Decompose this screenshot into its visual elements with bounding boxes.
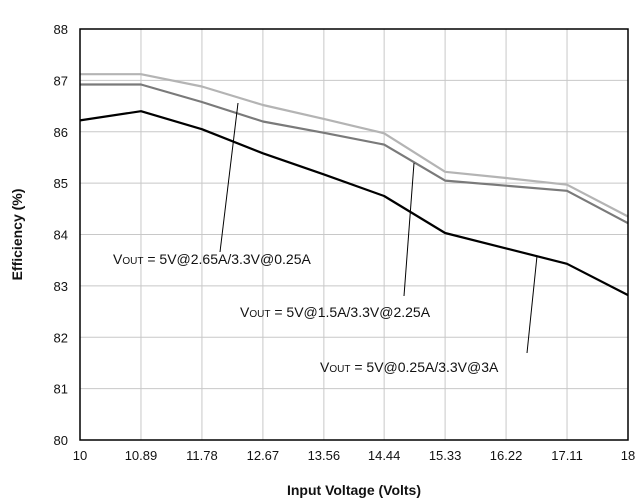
annotation-leaders: [219, 102, 538, 354]
y-tick-label: 82: [54, 330, 68, 345]
annotation-leader-3: [526, 255, 538, 354]
grid: [80, 29, 628, 440]
x-tick-label: 10: [73, 448, 87, 463]
y-tick-label: 81: [54, 382, 68, 397]
series-label-1: VOUT = 5V@2.65A/3.3V@0.25A: [113, 251, 311, 267]
x-tick-label: 10.89: [125, 448, 158, 463]
y-tick-label: 87: [54, 73, 68, 88]
x-tick-label: 13.56: [308, 448, 341, 463]
x-tick-label: 18: [621, 448, 635, 463]
series-line-1: [80, 73, 629, 218]
y-tick-label: 80: [54, 433, 68, 448]
annotation-leader-2: [403, 162, 415, 297]
tick-labels: 10 10.89 11.78 12.67 13.56 14.44 15.33 16.22 17.…: [54, 22, 636, 463]
series-label-2: VOUT = 5V@1.5A/3.3V@2.25A: [240, 304, 431, 320]
y-tick-label: 88: [54, 22, 68, 37]
x-axis-title: Input Voltage (Volts): [287, 482, 421, 498]
x-tick-label: 11.78: [186, 448, 218, 463]
x-tick-label: 14.44: [368, 448, 401, 463]
y-axis-title: Efficiency (%): [9, 189, 25, 281]
y-tick-label: 85: [54, 176, 68, 191]
series-line-2: [80, 83, 629, 225]
x-tick-label: 16.22: [490, 448, 523, 463]
x-tick-label: 17.11: [551, 448, 583, 463]
series-label-3: VOUT = 5V@0.25A/3.3V@3A: [320, 359, 499, 375]
y-tick-label: 84: [54, 228, 68, 243]
annotation-leader-1: [219, 102, 239, 253]
y-tick-label: 83: [54, 279, 68, 294]
x-tick-label: 15.33: [429, 448, 462, 463]
y-tick-label: 86: [54, 125, 68, 140]
plot-frame: [79, 28, 629, 441]
annotations: VOUT = 5V@2.65A/3.3V@0.25A VOUT = 5V@1.5A…: [113, 251, 499, 375]
x-tick-label: 12.67: [247, 448, 280, 463]
